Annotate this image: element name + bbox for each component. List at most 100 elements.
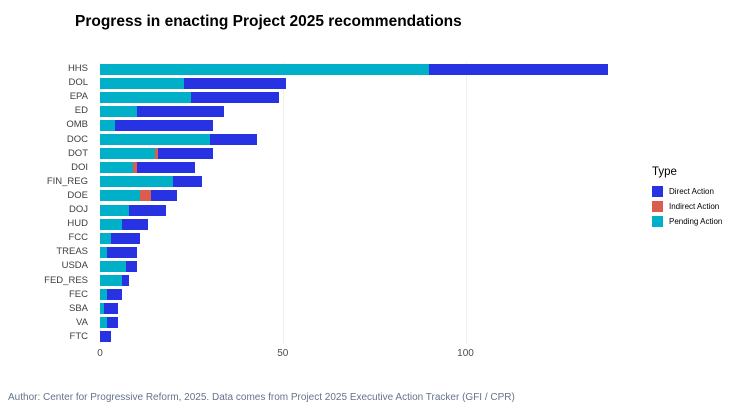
y-axis-label: EPA	[69, 91, 88, 103]
legend-label: Direct Action	[669, 187, 714, 196]
caption: Author: Center for Progressive Reform, 2…	[8, 392, 515, 403]
bar-segment-pending-action	[100, 190, 141, 202]
bar-segment-direct-action	[121, 275, 130, 287]
gridline	[465, 62, 467, 344]
bar-row	[100, 246, 137, 258]
bar-segment-pending-action	[100, 91, 192, 103]
legend: Type Direct Action Indirect Action Pending…	[652, 166, 747, 231]
legend-label: Indirect Action	[669, 202, 720, 211]
y-axis-label: ED	[74, 105, 88, 117]
bar-segment-direct-action	[209, 134, 258, 146]
bar-segment-direct-action	[107, 317, 119, 329]
bar-segment-pending-action	[100, 134, 210, 146]
bar-segment-direct-action	[114, 119, 214, 131]
y-axis-label: FEC	[69, 288, 88, 300]
bar-row	[100, 275, 130, 287]
bar-row	[100, 63, 609, 75]
bar-segment-pending-action	[100, 246, 108, 258]
bar-segment-direct-action	[100, 331, 111, 343]
y-axis-label: DOE	[67, 189, 88, 201]
y-axis-label: HHS	[67, 63, 88, 74]
x-tick-label: 100	[457, 348, 474, 359]
bar-segment-pending-action	[100, 105, 137, 117]
gridline	[100, 62, 101, 344]
bar-row	[100, 91, 280, 103]
bar-segment-pending-action	[100, 275, 122, 287]
y-axis-label: HUD	[67, 218, 88, 230]
chart-title: Progress in enacting Project 2025 recomm…	[75, 13, 462, 30]
bar-row	[100, 105, 225, 117]
y-axis-label: FIN_REG	[46, 175, 88, 187]
legend-swatch	[652, 201, 663, 212]
bar-row	[100, 162, 195, 174]
bar-segment-pending-action	[100, 119, 115, 131]
bar-segment-pending-action	[100, 204, 130, 216]
bar-segment-direct-action	[129, 204, 166, 216]
bar-segment-direct-action	[136, 105, 225, 117]
gridline	[282, 62, 284, 344]
bar-row	[100, 260, 137, 272]
y-axis-label: TREAS	[56, 246, 88, 258]
legend-item: Direct Action	[652, 186, 747, 197]
y-axis-label: DOJ	[69, 204, 88, 215]
bar-segment-pending-action	[100, 176, 174, 188]
bar-segment-pending-action	[100, 63, 429, 75]
bar-row	[100, 190, 177, 202]
bar-segment-direct-action	[173, 176, 203, 188]
y-axis-label: DOC	[66, 133, 88, 145]
bar-segment-pending-action	[100, 232, 111, 244]
bar-row	[100, 204, 166, 216]
x-tick-label: 50	[277, 348, 289, 359]
bar-segment-direct-action	[110, 232, 141, 244]
bar-segment-direct-action	[107, 246, 137, 258]
legend-label: Pending Action	[669, 217, 723, 226]
bar-segment-indirect-action	[132, 162, 137, 174]
y-axis-label: USDA	[61, 260, 88, 272]
y-axis-label: VA	[76, 316, 88, 328]
y-axis-label: SBA	[68, 302, 88, 314]
y-axis-label: DOI	[71, 161, 88, 173]
x-axis-ticks: 0 50 100	[97, 348, 630, 362]
legend-item: Pending Action	[652, 216, 747, 227]
bar-row	[100, 148, 214, 160]
bar-segment-indirect-action	[140, 190, 152, 202]
y-axis-label: FTC	[69, 330, 88, 342]
bar-segment-direct-action	[158, 148, 214, 160]
plot-area	[100, 62, 630, 344]
bar-row	[100, 232, 141, 244]
bar-segment-direct-action	[428, 63, 609, 75]
bar-segment-pending-action	[100, 303, 104, 315]
y-axis-label: FED_RES	[44, 274, 88, 286]
bar-segment-pending-action	[100, 317, 108, 329]
bar-segment-indirect-action	[154, 148, 159, 160]
x-tick-label: 0	[97, 348, 103, 359]
y-axis-label: FCC	[68, 232, 88, 244]
bar-segment-pending-action	[100, 148, 155, 160]
legend-items: Direct Action Indirect Action Pending Acti…	[652, 186, 747, 227]
bar-segment-direct-action	[151, 190, 177, 202]
bar-row	[100, 331, 111, 343]
bar-segment-direct-action	[121, 218, 148, 230]
y-axis-label: OMB	[66, 119, 88, 131]
bar-row	[100, 289, 122, 301]
bar-segment-direct-action	[125, 260, 137, 272]
bar-row	[100, 317, 119, 329]
legend-swatch	[652, 216, 663, 227]
legend-title: Type	[652, 166, 677, 178]
y-axis-label: DOL	[68, 77, 88, 89]
bar-segment-direct-action	[184, 77, 287, 89]
bar-segment-pending-action	[100, 289, 108, 301]
bar-segment-pending-action	[100, 218, 122, 230]
bar-segment-direct-action	[191, 91, 280, 103]
y-axis-labels: HHS DOL EPA ED OMB DOC DOT DOI FIN_REG DOE DOJ HUD F…	[0, 62, 94, 344]
bar-segment-pending-action	[100, 77, 185, 89]
y-axis-label: DOT	[67, 147, 88, 159]
legend-item: Indirect Action	[652, 201, 747, 212]
bar-segment-pending-action	[100, 162, 133, 174]
bar-row	[100, 77, 287, 89]
bar-row	[100, 218, 148, 230]
bar-row	[100, 176, 203, 188]
bar-row	[100, 119, 214, 131]
bar-row	[100, 134, 258, 146]
legend-swatch	[652, 186, 663, 197]
